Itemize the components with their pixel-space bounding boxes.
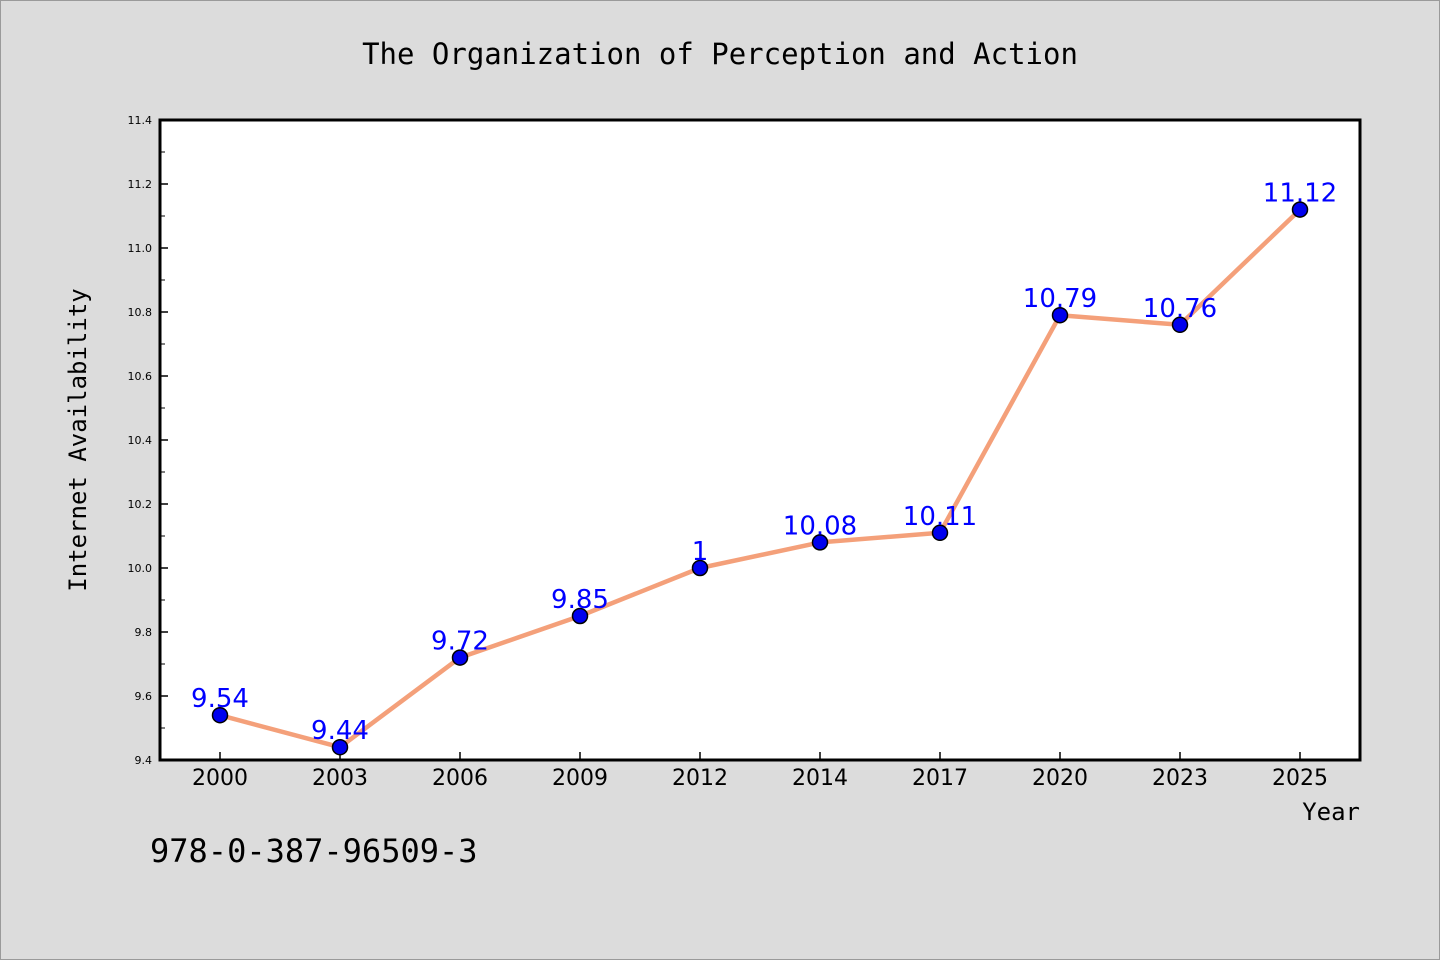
y-tick-label: 9.4 [135,754,153,767]
data-label: 9.44 [311,716,369,746]
x-tick-label: 2014 [792,766,848,791]
data-point [331,738,349,756]
data-label: 9.54 [191,684,249,714]
y-tick-label: 9.6 [135,690,153,703]
y-axis-label: Internet Availability [64,288,92,591]
y-tick-label: 10.8 [128,306,153,319]
y-tick-label: 11.0 [128,242,153,255]
data-point [1291,201,1309,218]
x-tick-label: 2020 [1032,766,1088,791]
y-tick-label: 9.8 [135,626,153,639]
y-tick-label: 11.2 [128,178,153,191]
x-tick-label: 2003 [312,766,368,791]
data-point [811,534,829,551]
data-label: 10.08 [783,511,857,541]
isbn-caption: 978-0-387-96509-3 [150,832,478,870]
plot-area [158,118,1362,762]
x-tick-label: 2000 [192,766,248,791]
y-axis-ticks: 9.4 9.6 9.8 10.0 10.2 10.4 10.6 10.8 11.0 11.2 11.… [128,114,168,767]
x-tick-label: 2025 [1272,766,1328,791]
data-point [1051,306,1069,324]
x-tick-label: 2012 [672,766,728,791]
data-labels-group: 9.54 9.44 9.72 9.85 1 10.08 10.11 10.79 10.76 11.… [191,179,1337,747]
x-tick-label: 2023 [1152,766,1208,791]
data-point [451,649,469,666]
y-tick-label: 11.4 [128,114,153,127]
x-tick-label: 2006 [432,766,488,791]
data-point [211,706,229,724]
x-tick-label: 2017 [912,766,968,791]
chart-title: The Organization of Perception and Actio… [362,37,1078,71]
data-label: 9.85 [551,585,609,615]
data-label: 9.72 [431,627,489,657]
data-label: 11.12 [1263,179,1337,209]
data-label: 10.76 [1143,294,1217,324]
data-point [1171,316,1189,334]
x-axis-ticks: 2000 2003 2006 2009 2012 2014 2017 2020 2023 2025 [192,752,1328,791]
y-tick-label: 10.6 [128,370,153,383]
data-label: 10.79 [1023,284,1097,314]
data-label: 1 [692,537,709,567]
series-line [219,207,1302,750]
y-tick-label: 10.2 [128,498,153,511]
series-group [211,201,1309,756]
data-point [691,559,709,577]
data-label: 10.11 [903,502,977,532]
x-tick-label: 2009 [552,766,608,791]
y-tick-label: 10.4 [128,434,153,447]
y-tick-label: 10.0 [128,562,153,575]
data-point [931,524,949,542]
data-point [571,607,589,625]
x-axis-label: Year [1302,798,1360,826]
